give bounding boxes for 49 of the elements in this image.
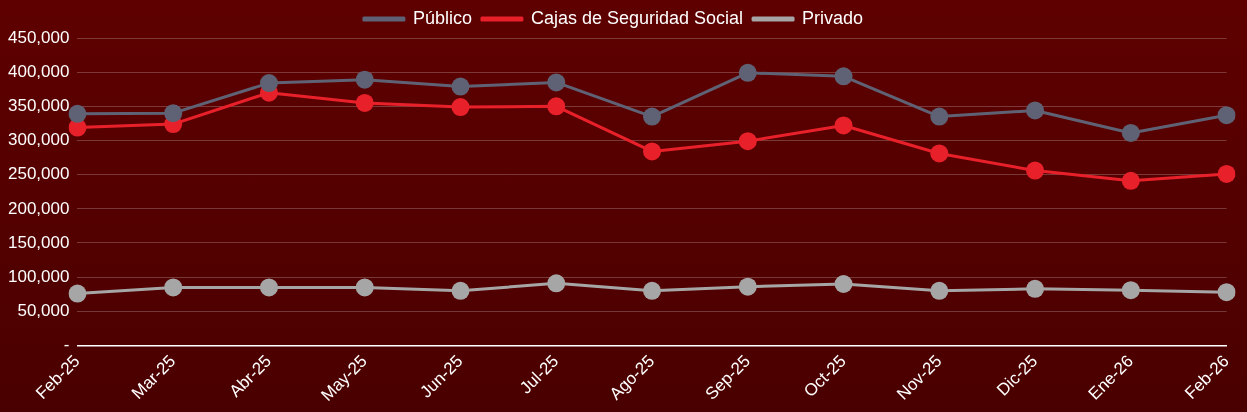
point bbox=[930, 281, 949, 300]
y-tick-label: - bbox=[63, 335, 70, 355]
point bbox=[643, 107, 662, 126]
point bbox=[1217, 106, 1236, 125]
legend-label: Privado bbox=[802, 7, 864, 28]
point bbox=[1026, 161, 1045, 180]
legend-label: Público bbox=[412, 7, 472, 28]
point bbox=[930, 144, 949, 163]
point bbox=[547, 97, 566, 116]
point bbox=[834, 116, 853, 135]
y-tick-label: 300,000 bbox=[8, 130, 70, 150]
point bbox=[930, 107, 949, 126]
point bbox=[643, 281, 662, 300]
point bbox=[164, 278, 183, 297]
point bbox=[451, 281, 470, 300]
point bbox=[547, 73, 566, 92]
point bbox=[738, 277, 757, 296]
point bbox=[1026, 279, 1045, 298]
point bbox=[355, 70, 374, 89]
y-tick-label: 450,000 bbox=[8, 27, 70, 47]
y-tick-label: 100,000 bbox=[8, 266, 70, 286]
y-tick-label: 200,000 bbox=[8, 198, 70, 218]
point bbox=[1217, 164, 1236, 183]
point bbox=[1121, 123, 1140, 142]
point bbox=[259, 278, 278, 297]
point bbox=[1121, 281, 1140, 300]
point bbox=[1217, 283, 1236, 302]
point bbox=[68, 284, 87, 303]
legend-label: Cajas de Seguridad Social bbox=[530, 7, 744, 28]
point bbox=[738, 63, 757, 82]
point bbox=[643, 142, 662, 161]
point bbox=[834, 274, 853, 293]
point bbox=[68, 104, 87, 123]
point bbox=[355, 93, 374, 112]
point bbox=[1026, 101, 1045, 120]
point bbox=[451, 98, 470, 117]
point bbox=[834, 67, 853, 86]
point bbox=[259, 74, 278, 93]
point bbox=[547, 274, 566, 293]
point bbox=[164, 104, 183, 123]
point bbox=[1121, 171, 1140, 190]
point bbox=[451, 77, 470, 96]
point bbox=[355, 278, 374, 297]
y-tick-label: 50,000 bbox=[17, 301, 70, 321]
y-tick-label: 150,000 bbox=[8, 232, 70, 252]
y-tick-label: 350,000 bbox=[8, 96, 70, 116]
point bbox=[738, 132, 757, 151]
y-tick-label: 250,000 bbox=[8, 164, 70, 184]
y-tick-label: 400,000 bbox=[8, 61, 70, 81]
